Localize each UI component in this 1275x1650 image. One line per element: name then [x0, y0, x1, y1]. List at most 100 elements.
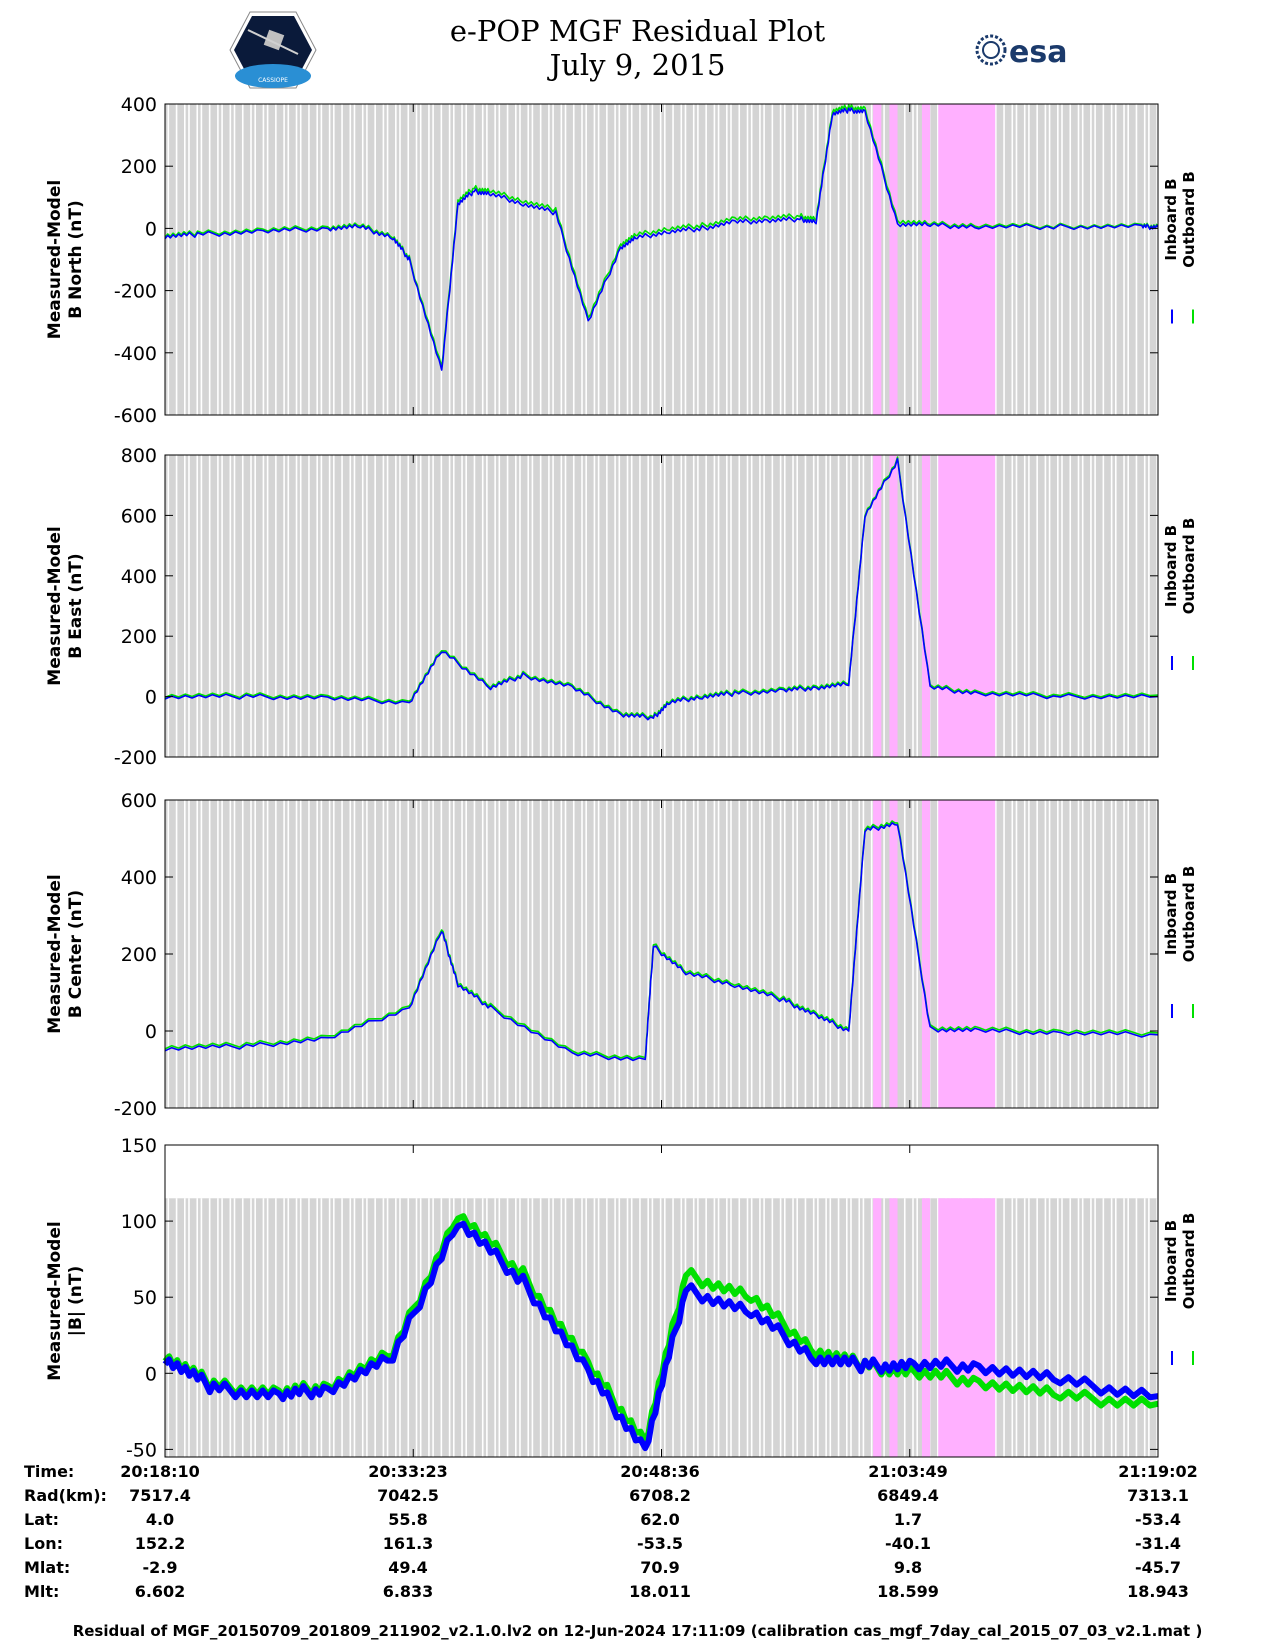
data-gap-shading: [165, 104, 1158, 415]
panel-frame: [164, 1144, 1159, 1458]
data-gap-shading: [165, 1198, 1158, 1457]
esa-logo: esa: [975, 34, 1067, 70]
footer-caption: Residual of MGF_20150709_201809_211902_v…: [72, 1622, 1203, 1640]
y-tick-label: 200: [121, 626, 157, 648]
outboard-series-line: [164, 107, 1159, 371]
flag-band: [921, 1198, 931, 1457]
info-cell: 161.3: [382, 1534, 434, 1553]
row-label-rad: Rad(km):: [24, 1486, 107, 1505]
info-cell: 152.2: [134, 1534, 186, 1553]
info-cell: -53.5: [636, 1534, 684, 1553]
info-cell: 70.9: [640, 1558, 680, 1577]
row-label-mlat: Mlat:: [24, 1558, 71, 1577]
y-tick-label: 400: [121, 94, 157, 116]
y-tick-label: -200: [114, 747, 157, 769]
info-cell: 18.943: [1127, 1582, 1189, 1601]
info-cell: 20:18:10: [120, 1462, 200, 1481]
plot-title: e-POP MGF Residual Plot: [449, 14, 826, 48]
info-cell: 1.7: [893, 1510, 923, 1529]
flag-band: [938, 800, 996, 1108]
flag-band: [921, 455, 931, 757]
legend-outboard-label: Outboard B: [1180, 171, 1198, 268]
flag-band: [889, 104, 898, 415]
y-tick-label: 150: [121, 1135, 157, 1157]
title-block: e-POP MGF Residual Plot July 9, 2015: [0, 14, 1275, 82]
flag-band: [938, 104, 996, 415]
info-cell: 20:48:36: [620, 1462, 700, 1481]
info-cell: -45.7: [1134, 1558, 1182, 1577]
legend-inboard-label: Inboard B: [1162, 525, 1180, 607]
info-cell: 49.4: [388, 1558, 428, 1577]
y-axis-label: Measured-ModelB North (nT): [45, 180, 86, 339]
y-tick-label: -400: [114, 343, 157, 365]
legend-outboard-label: Outboard B: [1180, 1213, 1198, 1310]
info-cell: -31.4: [1134, 1534, 1182, 1553]
info-cell: 21:03:49: [868, 1462, 948, 1481]
info-cell: -40.1: [884, 1534, 932, 1553]
y-tick-label: 200: [121, 156, 157, 178]
y-tick-label: 400: [121, 566, 157, 588]
y-tick-label: -200: [114, 1098, 157, 1120]
y-tick-label: 600: [121, 790, 157, 812]
info-cell: 18.011: [629, 1582, 691, 1601]
flag-band: [889, 1198, 898, 1457]
info-cell: 6.833: [382, 1582, 434, 1601]
y-axis-label: Measured-Model|B| (nT): [45, 1221, 86, 1380]
y-tick-label: 50: [133, 1287, 157, 1309]
info-cell: 6849.4: [877, 1486, 939, 1505]
info-cell: 4.0: [145, 1510, 175, 1529]
panel-frame: [164, 103, 1159, 416]
info-cell: 18.599: [877, 1582, 939, 1601]
flag-band: [873, 800, 882, 1108]
plots-canvas: -600 -400 -200 0 200 400 Measured-ModelB North…: [45, 94, 1198, 1461]
y-tick-label: -200: [114, 281, 157, 303]
row-label-lon: Lon:: [24, 1534, 63, 1553]
legend-outboard-label: Outboard B: [1180, 518, 1198, 615]
logo-left-text: CASSIOPE: [258, 77, 288, 84]
info-cell: 7517.4: [129, 1486, 191, 1505]
flag-band: [873, 104, 882, 415]
row-label-lat: Lat:: [24, 1510, 60, 1529]
y-tick-label: -50: [126, 1439, 157, 1461]
flag-band: [889, 455, 898, 757]
y-tick-label: 0: [145, 1363, 157, 1385]
flag-band: [873, 455, 882, 757]
row-label-time: Time:: [24, 1462, 75, 1481]
y-tick-label: 0: [145, 1021, 157, 1043]
y-tick-label: 600: [121, 505, 157, 527]
logo-right-text: esa: [1009, 35, 1067, 70]
legend-inboard-label: Inboard B: [1162, 178, 1180, 260]
info-cell: -2.9: [142, 1558, 178, 1577]
y-tick-label: 100: [121, 1211, 157, 1233]
info-cell: 62.0: [640, 1510, 680, 1529]
flag-band: [938, 455, 996, 757]
info-cell: 20:33:23: [368, 1462, 448, 1481]
outboard-series-line: [162, 1220, 1159, 1452]
info-cell: 6708.2: [629, 1486, 691, 1505]
cassiope-logo: CASSIOPE: [229, 11, 317, 89]
row-label-mlt: Mlt:: [24, 1582, 60, 1601]
y-axis-label: Measured-ModelB Center (nT): [45, 874, 86, 1033]
panel-frame: [164, 454, 1159, 758]
flag-band: [889, 800, 898, 1108]
y-tick-label: 800: [121, 445, 157, 467]
outboard-series-line: [164, 457, 1159, 721]
info-cell: 55.8: [388, 1510, 428, 1529]
y-axis-label: Measured-ModelB East (nT): [45, 526, 86, 685]
flag-band: [921, 104, 931, 415]
y-tick-label: 400: [121, 867, 157, 889]
info-cell: 9.8: [893, 1558, 923, 1577]
flag-band: [873, 1198, 882, 1457]
info-cell: 7313.1: [1127, 1486, 1189, 1505]
y-tick-label: 0: [145, 687, 157, 709]
legend-inboard-label: Inboard B: [1162, 1220, 1180, 1302]
plot-date: July 9, 2015: [549, 48, 726, 82]
info-cell: -53.4: [1134, 1510, 1182, 1529]
legend-outboard-label: Outboard B: [1180, 866, 1198, 963]
flag-band: [938, 1198, 996, 1457]
y-tick-label: -600: [114, 405, 157, 427]
legend-inboard-label: Inboard B: [1162, 873, 1180, 955]
info-cell: 6.602: [134, 1582, 186, 1601]
info-cell: 21:19:02: [1118, 1462, 1198, 1481]
outboard-series-line: [164, 822, 1159, 1062]
